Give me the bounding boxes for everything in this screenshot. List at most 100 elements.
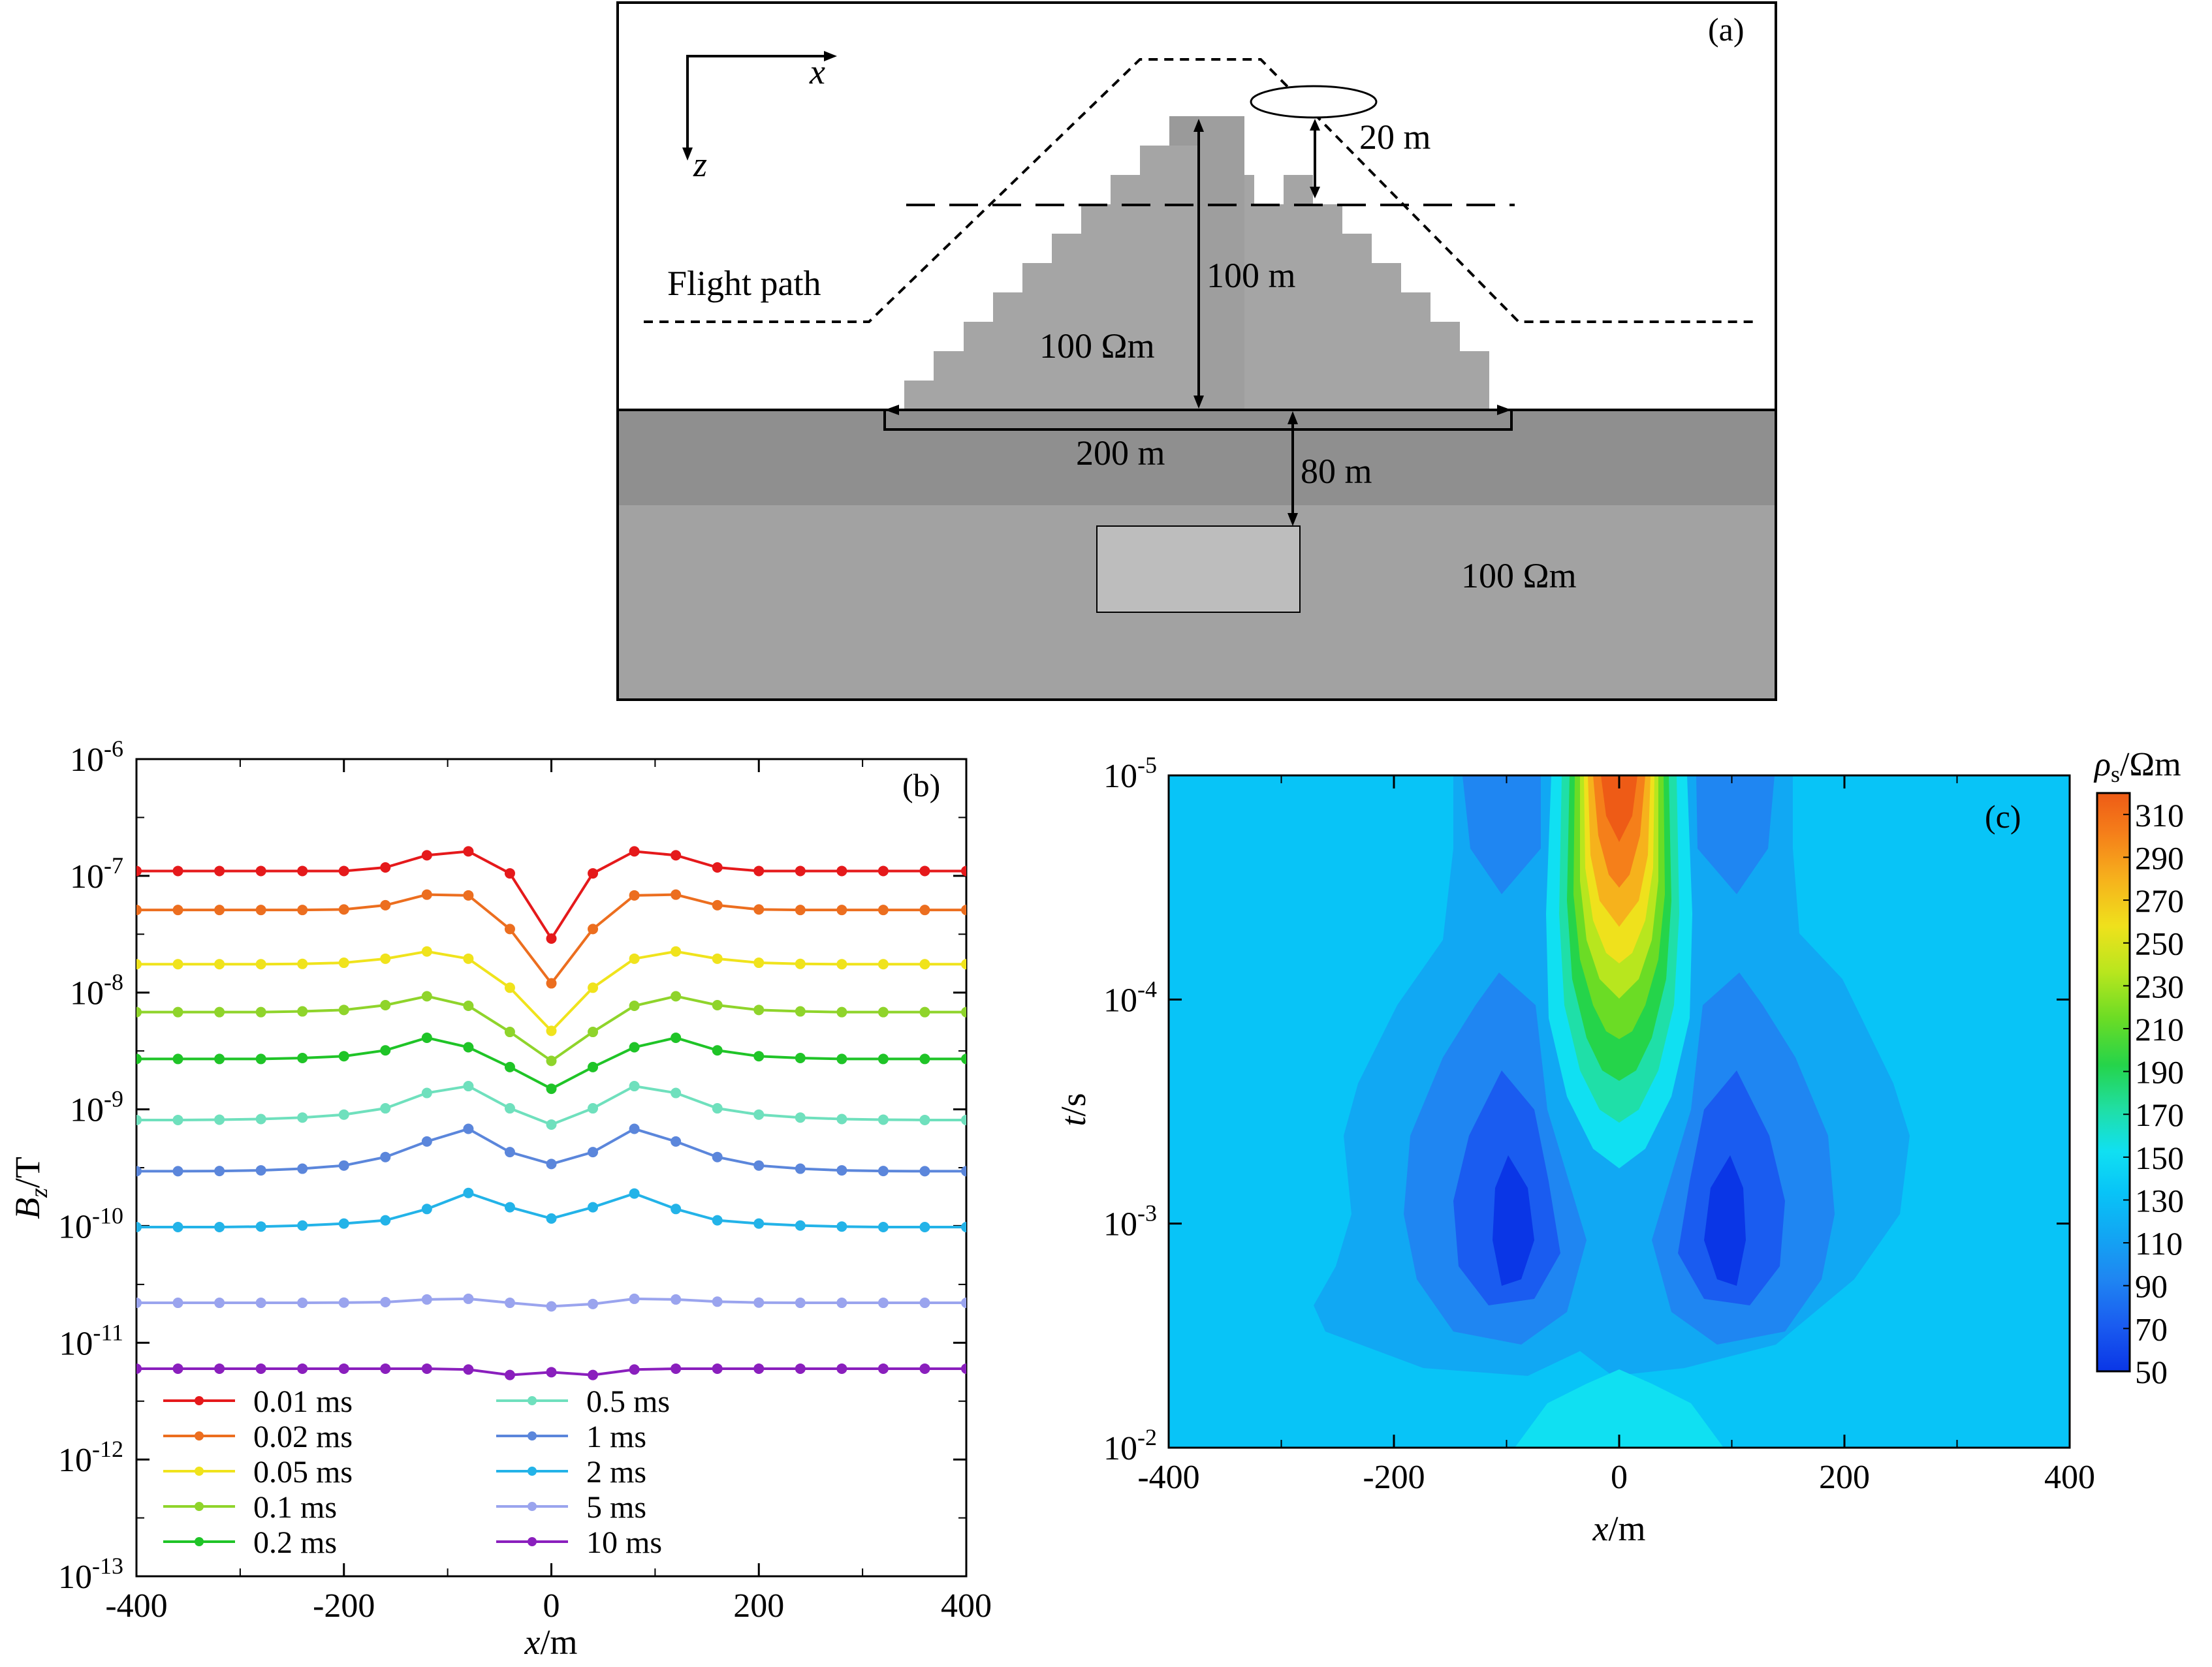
- colorbar-tick-label: 190: [2135, 1054, 2184, 1091]
- data-point: [795, 958, 806, 969]
- y-tick-label: 10-9: [70, 1086, 123, 1129]
- colorbar-tick-label: 290: [2135, 839, 2184, 876]
- data-point: [961, 1053, 966, 1065]
- data-point: [877, 1114, 889, 1125]
- data-point: [588, 1061, 599, 1072]
- data-point: [504, 1298, 515, 1309]
- legend-label: 0.1 ms: [253, 1490, 337, 1525]
- data-point: [136, 1298, 142, 1309]
- data-point: [172, 1166, 183, 1177]
- height-dim-arrow-top-icon: [1193, 119, 1204, 132]
- data-point: [795, 1052, 806, 1063]
- data-point: [836, 865, 847, 877]
- width-dim-arrow-right-icon: [1497, 405, 1511, 415]
- legend-marker: [528, 1431, 537, 1441]
- data-point: [629, 1123, 640, 1134]
- data-point: [919, 905, 930, 916]
- data-point: [961, 905, 966, 916]
- data-point: [297, 1052, 308, 1063]
- data-point: [836, 1165, 847, 1176]
- legend-label: 0.02 ms: [253, 1420, 353, 1454]
- contour-310-central: [1601, 775, 1637, 842]
- depth-dim-arrow-top-icon: [1288, 411, 1298, 424]
- data-point: [877, 1363, 889, 1374]
- depth-dim-arrow-bottom-icon: [1288, 513, 1298, 526]
- panel-b-legend: 0.01 ms0.02 ms0.05 ms0.1 ms0.2 ms0.5 ms1…: [163, 1384, 670, 1560]
- hill-height-label: 100 m: [1207, 256, 1296, 295]
- data-point: [338, 1005, 349, 1016]
- data-point: [172, 959, 183, 970]
- data-point: [671, 889, 682, 900]
- data-point: [919, 959, 930, 970]
- data-point: [877, 1166, 889, 1177]
- data-point: [588, 924, 599, 935]
- data-point: [136, 1114, 142, 1125]
- data-point: [380, 1045, 391, 1056]
- altitude-change-label: 20 m: [1359, 117, 1431, 157]
- data-point: [961, 1166, 966, 1177]
- contour-80-top-right: [1696, 775, 1775, 894]
- colorbar-tick-label: 170: [2135, 1097, 2184, 1133]
- colorbar-title: ρs/Ωm: [2093, 746, 2181, 787]
- data-point: [546, 1367, 557, 1378]
- data-point: [961, 865, 966, 877]
- data-point: [753, 1109, 765, 1120]
- panel-c-contours: [1169, 775, 2070, 1448]
- data-point: [588, 1027, 599, 1038]
- x-tick-label: -400: [105, 1587, 167, 1625]
- y-tick-label: 10-8: [70, 969, 123, 1012]
- x-tick-label: 200: [1819, 1459, 1870, 1496]
- data-point: [463, 1081, 474, 1092]
- data-point: [836, 905, 847, 916]
- data-point: [255, 1298, 266, 1309]
- data-point: [877, 905, 889, 916]
- colorbar-tick-label: 130: [2135, 1182, 2184, 1219]
- panel-c-ylabel: t/s: [1054, 1093, 1093, 1126]
- data-point: [629, 1042, 640, 1053]
- data-point: [463, 1001, 474, 1012]
- data-point: [255, 1363, 266, 1374]
- data-point: [338, 1109, 349, 1120]
- data-point: [753, 865, 765, 877]
- legend-marker: [528, 1396, 537, 1405]
- data-point: [297, 1363, 308, 1374]
- data-point: [136, 959, 142, 970]
- data-point: [504, 924, 515, 935]
- data-point: [836, 1006, 847, 1018]
- data-point: [504, 1147, 515, 1158]
- legend-label: 1 ms: [586, 1420, 646, 1454]
- data-point: [961, 959, 966, 970]
- data-point: [338, 958, 349, 969]
- data-point: [629, 890, 640, 901]
- panel-c-xlabel: x/m: [1592, 1509, 1646, 1548]
- data-point: [297, 1220, 308, 1231]
- data-point: [919, 1363, 930, 1374]
- legend-label: 10 ms: [586, 1525, 662, 1560]
- colorbar-tick-label: 310: [2135, 797, 2184, 834]
- legend-label: 0.2 ms: [253, 1525, 337, 1560]
- data-point: [961, 1363, 966, 1374]
- panel-b-xlabel: x/m: [524, 1623, 578, 1662]
- data-point: [795, 1006, 806, 1017]
- data-point: [380, 1103, 391, 1114]
- data-point: [671, 1087, 682, 1098]
- data-point: [961, 1006, 966, 1018]
- data-point: [629, 1293, 640, 1304]
- panel-c-ticks: -400 -200 0 200 400 10-5 10-4 10-3 10-2: [1103, 752, 2095, 1496]
- x-tick-label: -200: [1363, 1459, 1425, 1496]
- data-point: [588, 1147, 599, 1158]
- data-point: [877, 959, 889, 970]
- data-point: [421, 1087, 432, 1098]
- data-point: [136, 1222, 142, 1232]
- y-tick-label: 10-2: [1103, 1424, 1157, 1467]
- colorbar-tick-label: 270: [2135, 882, 2184, 919]
- data-point: [214, 865, 225, 877]
- data-point: [671, 850, 682, 861]
- data-point: [214, 905, 225, 916]
- altitude-dim-arrow-top-icon: [1310, 119, 1320, 131]
- data-point: [504, 868, 515, 879]
- data-point: [712, 1296, 723, 1307]
- data-point: [380, 1363, 391, 1374]
- legend-marker: [195, 1431, 204, 1441]
- data-point: [338, 1297, 349, 1308]
